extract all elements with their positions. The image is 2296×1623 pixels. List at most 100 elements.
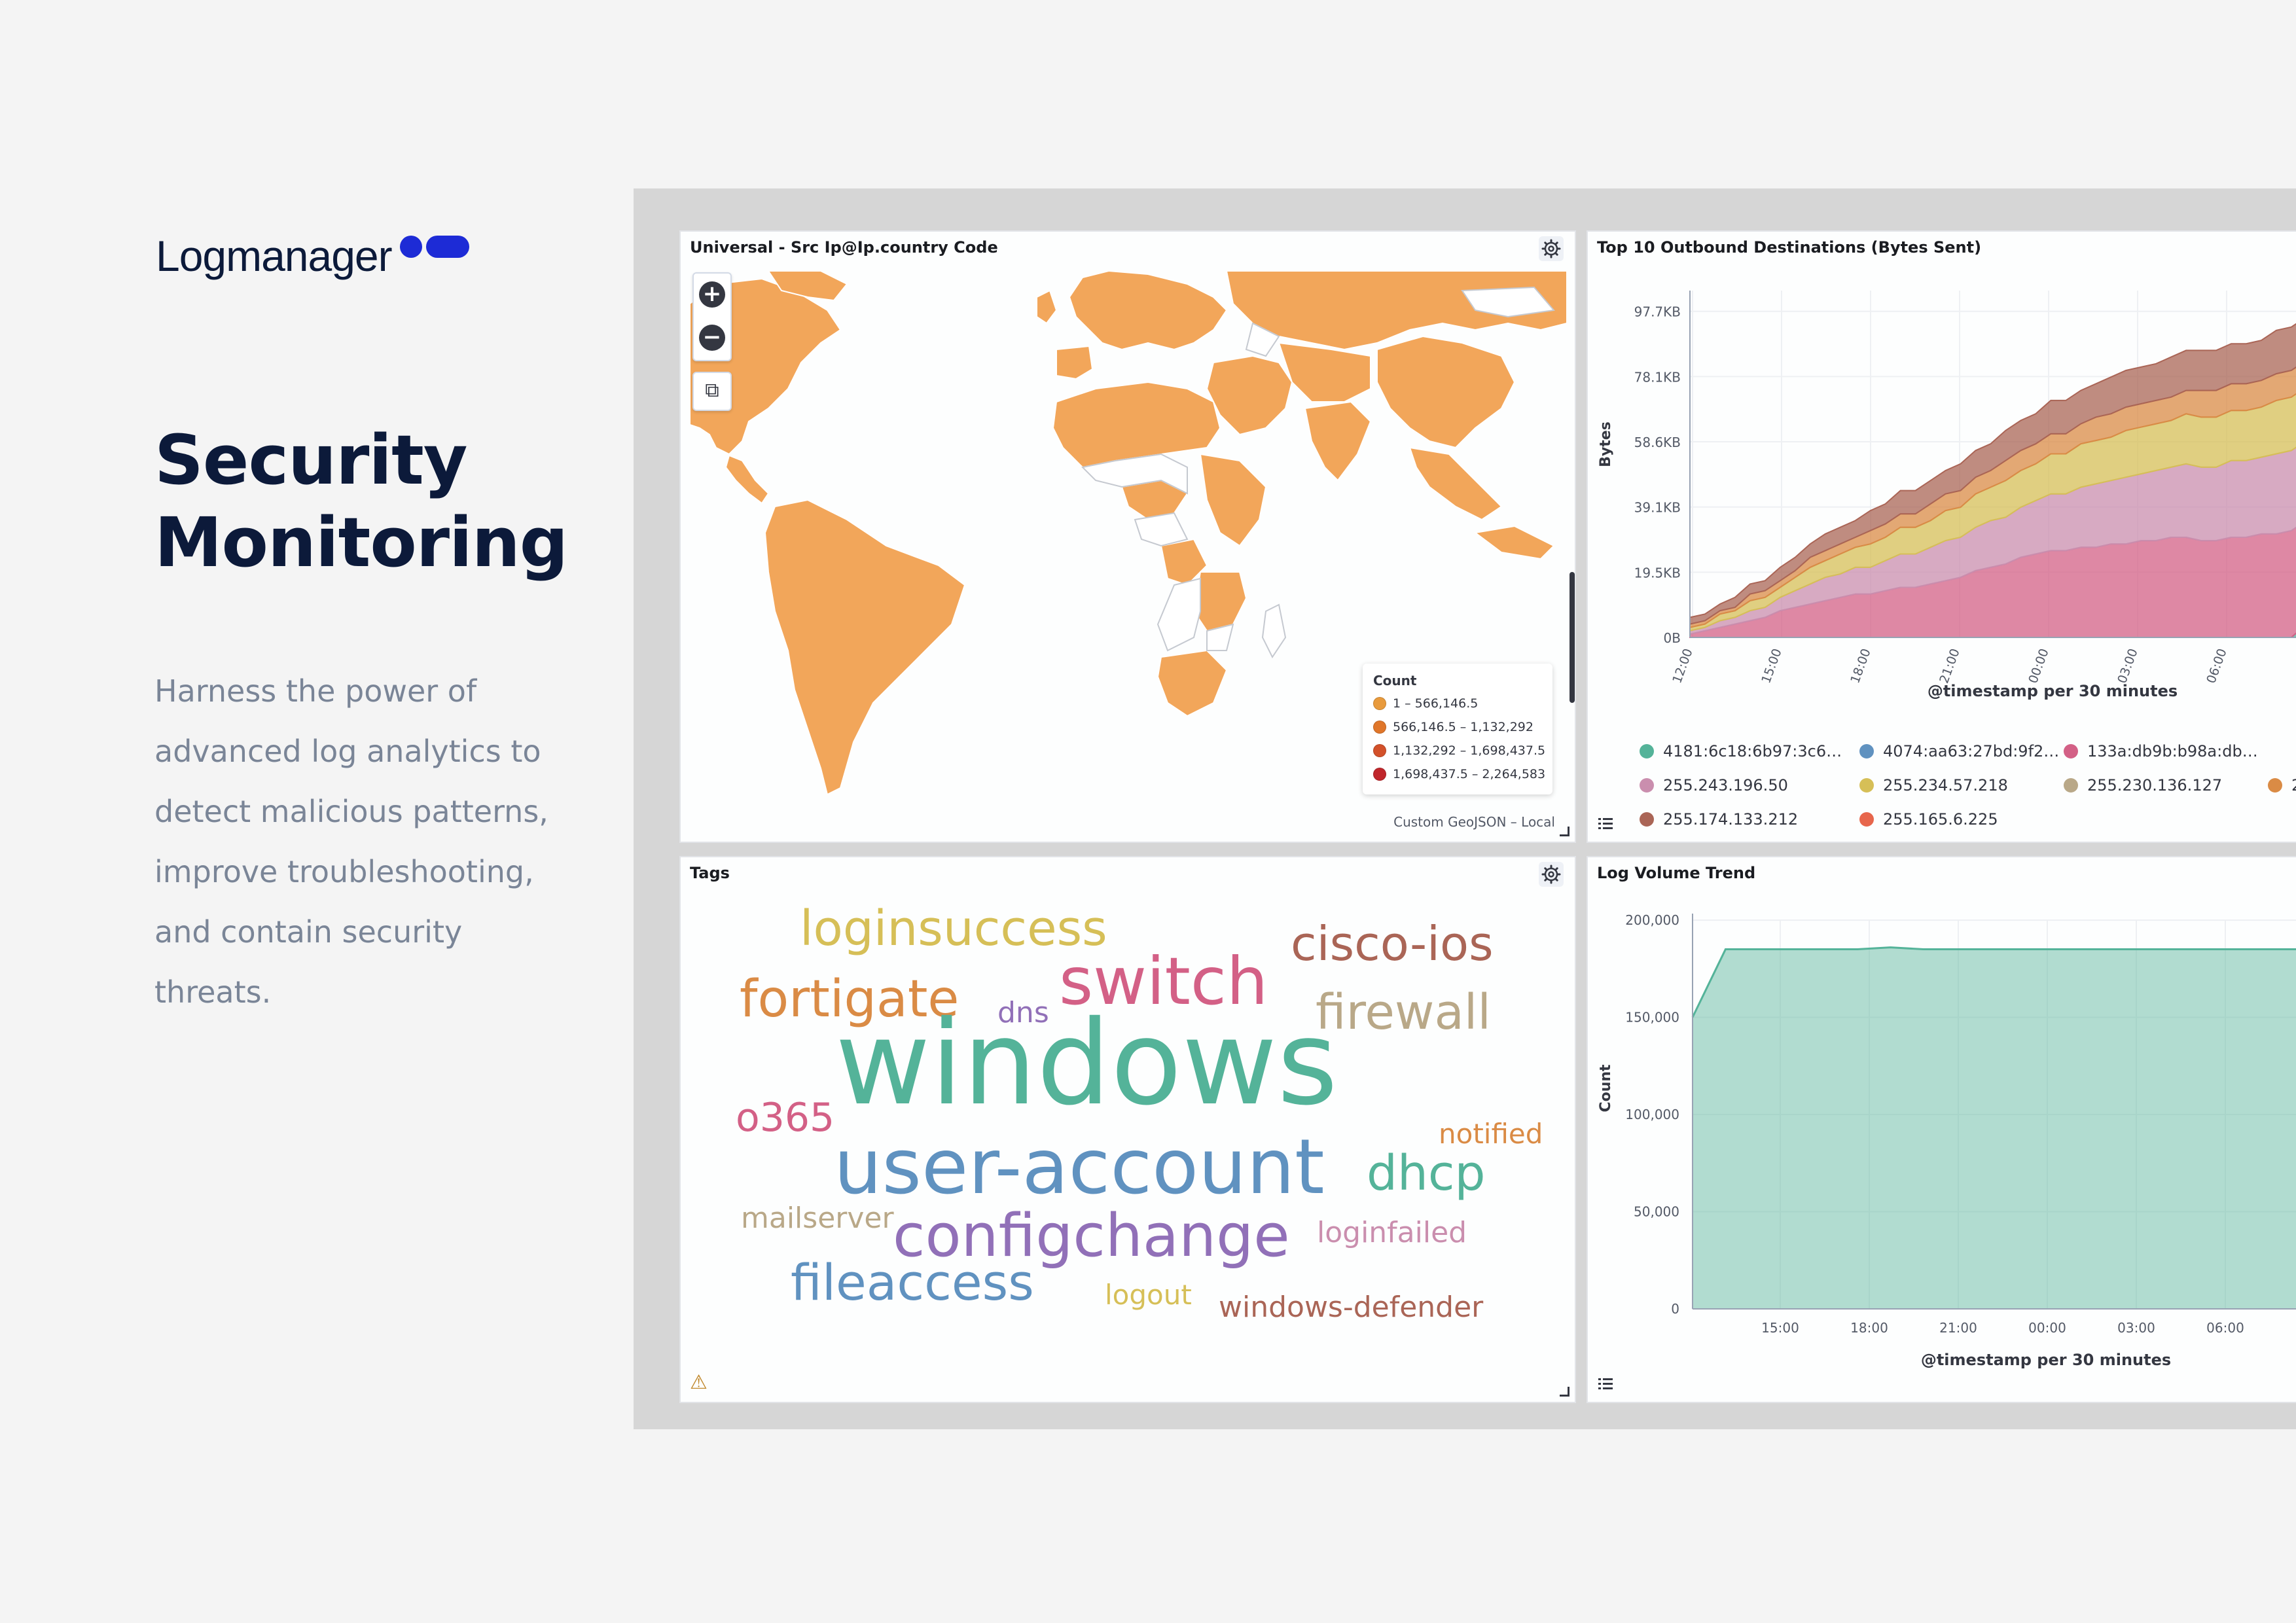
legend-dot [1640,778,1654,793]
y-tick-label: 0B [1664,630,1681,646]
x-tick-label: 12:00 [1670,647,1695,685]
zoom-in-icon[interactable]: + [699,281,725,308]
legend-toggle-icon[interactable] [1597,1376,1614,1393]
tag-word[interactable]: fileaccess [791,1253,1034,1311]
headline-line-1: Security [154,420,468,500]
x-tick-label: 00:00 [2028,1320,2066,1336]
map-region-uk [1036,289,1058,325]
legend-item[interactable]: 255.174.133.212 [1640,810,1798,829]
warning-icon[interactable]: ⚠ [690,1371,708,1394]
line-panel-title: Log Volume Trend [1597,864,1756,882]
legend-item[interactable]: 255.243.196.50 [1640,776,1788,794]
map-region-southern-africa [1193,571,1247,632]
legend-item[interactable]: 255.165.6.225 [1859,810,1998,829]
legend-dot [1640,812,1654,827]
map-region-east-africa [1199,453,1267,547]
map-attribution[interactable]: Custom GeoJSON – Local [1393,814,1555,830]
legend-label: 4074:aa63:27bd:9f2… [1883,742,2060,760]
tag-word[interactable]: cisco-ios [1291,916,1494,971]
y-tick-label: 200,000 [1625,912,1679,928]
tag-word[interactable]: windows [835,995,1338,1131]
legend-label: 255.243.196.50 [1663,776,1788,794]
page-blurb: Harness the power of advanced log analyt… [154,673,548,1010]
legend-label: 255.183.227.149 [2291,776,2296,794]
legend-swatch [1373,721,1386,734]
tag-word[interactable]: logout [1105,1279,1192,1311]
y-tick-label: 39.1KB [1634,500,1681,516]
legend-label: 255.174.133.212 [1663,810,1799,829]
map-legend-row: 566,146.5 – 1,132,292 [1373,720,1534,734]
brand-logo: Logmanager [156,234,469,277]
gear-icon[interactable] [1538,861,1564,887]
legend-item[interactable]: 133a:db9b:b98a:db… [2064,742,2258,760]
legend-toggle-icon[interactable] [1597,815,1614,832]
dashboard-frame: Universal - Src Ip@Ip.country Code [634,188,2296,1429]
y-tick-label: 19.5KB [1634,565,1681,580]
tag-word[interactable]: loginsuccess [800,901,1107,957]
legend-swatch [1373,697,1386,710]
legend-item[interactable]: 4074:aa63:27bd:9f2… [1859,742,2059,760]
zoom-out-icon[interactable]: − [699,325,725,351]
legend-item[interactable]: 255.230.136.127 [2064,776,2222,794]
tag-word[interactable]: fortigate [740,970,960,1029]
tag-word[interactable]: windows-defender [1219,1291,1484,1324]
area-panel-title: Top 10 Outbound Destinations (Bytes Sent… [1597,238,1982,257]
tag-word[interactable]: configchange [893,1202,1290,1270]
map-panel-title: Universal - Src Ip@Ip.country Code [690,238,998,257]
map-region-south-america [764,499,966,794]
tag-word[interactable]: switch [1059,943,1268,1020]
crop-icon[interactable]: ⧉ [692,372,732,411]
legend-dot [1859,812,1874,827]
legend-item[interactable]: 255.183.227.149 [2268,776,2296,794]
resize-handle-icon[interactable] [1560,827,1570,836]
map-legend-title: Count [1373,673,1417,688]
volume-area [1693,947,2296,1309]
area-series [1689,323,2296,625]
tag-word[interactable]: user-account [834,1123,1325,1211]
y-tick-label: 0 [1671,1301,1679,1317]
x-axis-label: @timestamp per 30 minutes [1921,1351,2171,1369]
legend-dot [2268,778,2282,793]
legend-item[interactable]: 255.234.57.218 [1859,776,2008,794]
legend-swatch [1373,744,1386,757]
outbound-destinations-panel: 0B 19.5KB 39.1KB 58.6KB 78.1KB 97.7KB 12:00 15:… [1587,230,2296,843]
legend-dot [1859,744,1874,758]
resize-handle-icon[interactable] [1560,1387,1570,1397]
map-region-middle-east [1206,355,1293,436]
y-tick-label: 50,000 [1634,1204,1679,1220]
y-tick-label: 150,000 [1625,1010,1679,1026]
tag-word[interactable]: notified [1439,1118,1543,1150]
gear-icon[interactable] [1538,236,1564,262]
map-region-southeast-asia [1408,446,1503,521]
map-scrollbar[interactable] [1570,572,1575,703]
tag-word[interactable]: firewall [1316,984,1491,1041]
tag-word[interactable]: mailserver [741,1202,894,1235]
area-chart: 0B 19.5KB 39.1KB 58.6KB 78.1KB 97.7KB 12:00 15:… [1598,291,2296,700]
legend-dot [1640,744,1654,758]
tag-word[interactable]: loginfailed [1317,1216,1467,1249]
map-region-india [1304,401,1372,482]
legend-item[interactable]: 4181:6c18:6b97:3c6… [1640,742,1842,760]
map-region-indonesia [1473,525,1555,560]
x-tick-label: 18:00 [1848,647,1873,685]
x-tick-label: 15:00 [1759,647,1784,685]
legend-label: 255.234.57.218 [1883,776,2008,794]
log-volume-panel: 0 50,000 100,000 150,000 200,000 15:00 18:00 21… [1587,856,2296,1403]
map-zoom-controls: + − [692,272,732,361]
map-region-central-africa [1160,538,1208,586]
tag-word[interactable]: o365 [736,1095,835,1141]
tag-word[interactable]: dhcp [1367,1145,1486,1202]
map-legend: Count 1 – 566,146.5 566,146.5 – 1,132,29… [1363,664,1552,794]
x-tick-label: 00:00 [2026,647,2051,685]
tag-word[interactable]: dns [997,996,1049,1029]
volume-line [1691,946,2296,1018]
brand-mark-icon [399,236,469,258]
map-legend-row: 1,698,437.5 – 2,264,583 [1373,767,1545,781]
world-map[interactable] [690,271,1567,794]
y-tick-label: 97.7KB [1634,304,1681,320]
tags-panel-title: Tags [690,864,730,882]
x-tick-label: 03:00 [2115,647,2140,685]
map-region-canada-north [767,271,848,302]
legend-dot [2064,778,2078,793]
x-tick-label: 21:00 [1939,1320,1977,1336]
